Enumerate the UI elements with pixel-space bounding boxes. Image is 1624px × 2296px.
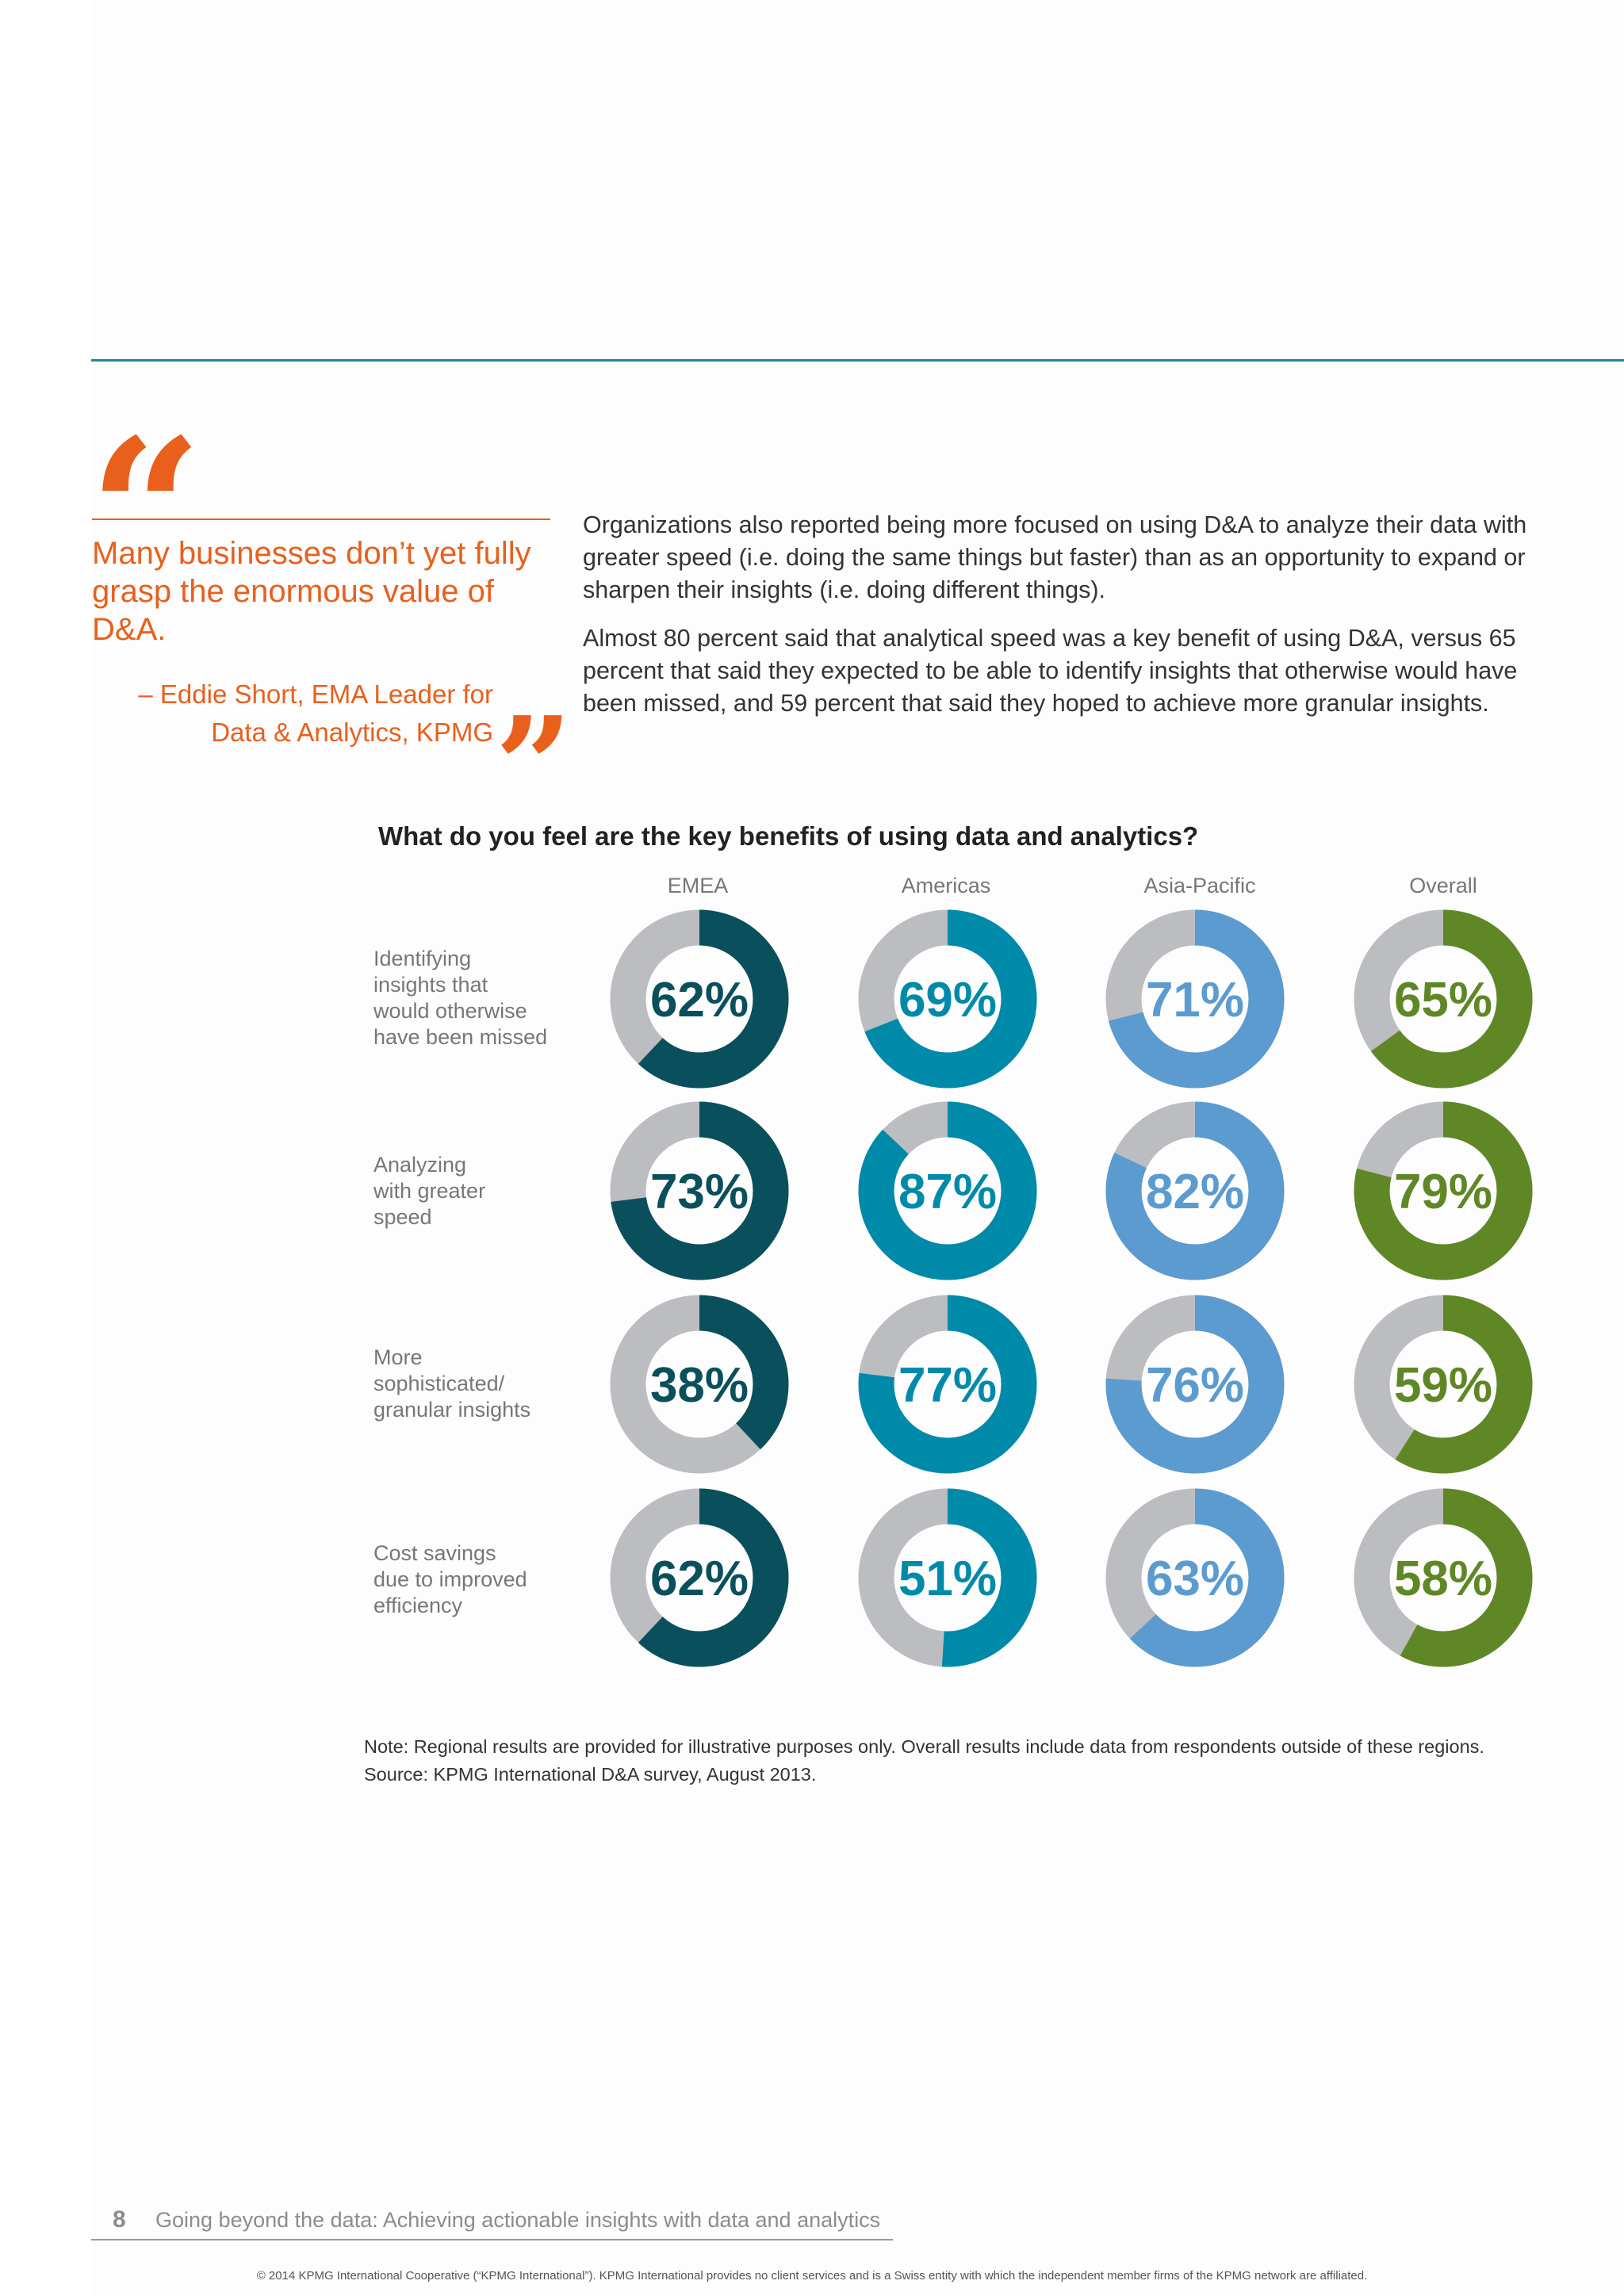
region-header-asia-pacific: Asia-Pacific bbox=[1143, 874, 1256, 897]
donut-value-label: 76% bbox=[1146, 1358, 1244, 1413]
paragraph: Almost 80 percent said that analytical s… bbox=[583, 625, 1518, 717]
label-line: Cost savings bbox=[373, 1541, 496, 1565]
label-line: sophisticated/ bbox=[373, 1372, 505, 1395]
donut-emea-row-1: 62% bbox=[610, 909, 789, 1089]
donut-value-arc bbox=[1105, 1488, 1285, 1667]
label-line: Identifying bbox=[373, 947, 472, 970]
donut-asia-pacific-row-2: 82% bbox=[1105, 1101, 1285, 1280]
pull-quote-text: Many businesses don’t yet fully grasp th… bbox=[92, 536, 531, 647]
quote-rule bbox=[92, 519, 550, 520]
donut-americas-row-3: 77% bbox=[858, 1295, 1037, 1474]
region-header-overall: Overall bbox=[1409, 874, 1477, 897]
paragraph: Organizations also reported being more f… bbox=[583, 511, 1527, 603]
attribution-line: Data & Analytics, KPMG bbox=[211, 718, 493, 747]
donut-asia-pacific-row-4: 63% bbox=[1105, 1488, 1285, 1667]
donut-value-label: 71% bbox=[1146, 973, 1244, 1027]
donut-value-label: 38% bbox=[650, 1358, 749, 1413]
donut-value-label: 65% bbox=[1394, 973, 1492, 1027]
chart-title: What do you feel are the key benefits of… bbox=[378, 821, 1199, 851]
donut-value-arc bbox=[610, 1101, 789, 1280]
chart-note: Note: Regional results are provided for … bbox=[364, 1736, 1484, 1757]
chart-source: Source: KPMG International D&A survey, A… bbox=[364, 1764, 817, 1785]
donut-overall-row-2: 79% bbox=[1354, 1101, 1533, 1280]
open-quote-icon: “ bbox=[89, 395, 203, 628]
donut-americas-row-4: 51% bbox=[858, 1488, 1037, 1667]
donut-value-label: 69% bbox=[898, 973, 997, 1027]
donut-value-arc bbox=[610, 1488, 789, 1667]
donut-value-arc bbox=[610, 909, 789, 1089]
donut-value-label: 79% bbox=[1394, 1165, 1492, 1219]
donut-value-arc bbox=[1105, 1101, 1285, 1280]
pull-quote-attribution: – Eddie Short, EMA Leader for Data & Ana… bbox=[92, 675, 493, 752]
row-label-granular: More sophisticated/ granular insights bbox=[373, 1345, 588, 1423]
donut-americas-row-2: 87% bbox=[858, 1101, 1037, 1280]
donut-value-label: 73% bbox=[650, 1165, 749, 1219]
donut-emea-row-4: 62% bbox=[610, 1488, 789, 1667]
close-quote-icon: ” bbox=[495, 687, 573, 846]
donut-value-arc bbox=[858, 1101, 1037, 1280]
donut-value-label: 82% bbox=[1146, 1165, 1244, 1219]
header-rule bbox=[91, 359, 1624, 362]
row-label-cost: Cost savings due to improved efficiency bbox=[373, 1540, 588, 1619]
body-copy: Organizations also reported being more f… bbox=[583, 509, 1550, 736]
row-label-insights: Identifying insights that would otherwis… bbox=[373, 946, 588, 1050]
donut-americas-row-1: 69% bbox=[858, 909, 1037, 1089]
donut-asia-pacific-row-3: 76% bbox=[1105, 1295, 1285, 1474]
donut-value-arc bbox=[858, 1488, 1037, 1667]
label-line: with greater bbox=[373, 1179, 486, 1203]
donut-overall-row-3: 59% bbox=[1354, 1295, 1533, 1474]
page-number: 8 bbox=[113, 2206, 126, 2233]
donut-value-arc bbox=[1354, 909, 1533, 1089]
label-line: speed bbox=[373, 1205, 432, 1229]
footer-rule bbox=[91, 2239, 893, 2241]
region-header-emea: EMEA bbox=[667, 874, 729, 897]
donut-value-label: 77% bbox=[898, 1358, 997, 1413]
page-margin bbox=[0, 0, 91, 2296]
donut-value-label: 62% bbox=[650, 1552, 749, 1606]
footer-title: Going beyond the data: Achieving actiona… bbox=[155, 2208, 881, 2232]
label-line: insights that bbox=[373, 973, 488, 997]
label-line: due to improved bbox=[373, 1567, 527, 1591]
donut-value-arc bbox=[1354, 1101, 1533, 1280]
footer-copyright: © 2014 KPMG International Cooperative (“… bbox=[256, 2269, 1368, 2283]
donut-value-arc bbox=[610, 1295, 789, 1474]
donut-value-label: 59% bbox=[1394, 1358, 1492, 1413]
donut-overall-row-1: 65% bbox=[1354, 909, 1533, 1089]
region-header-americas: Americas bbox=[901, 874, 991, 897]
label-line: have been missed bbox=[373, 1025, 548, 1049]
label-line: granular insights bbox=[373, 1398, 531, 1422]
donut-emea-row-3: 38% bbox=[610, 1295, 789, 1474]
donut-value-arc bbox=[1354, 1488, 1533, 1667]
label-line: More bbox=[373, 1345, 423, 1369]
donut-asia-pacific-row-1: 71% bbox=[1105, 909, 1285, 1089]
donut-value-arc bbox=[1105, 1295, 1285, 1474]
row-label-speed: Analyzing with greater speed bbox=[373, 1152, 588, 1230]
label-line: efficiency bbox=[373, 1594, 463, 1617]
donut-value-label: 62% bbox=[650, 973, 749, 1027]
label-line: Analyzing bbox=[373, 1153, 467, 1177]
donut-value-arc bbox=[858, 909, 1037, 1089]
chart-notes: Note: Regional results are provided for … bbox=[364, 1733, 1553, 1789]
donut-value-arc bbox=[1105, 909, 1285, 1089]
label-line: would otherwise bbox=[373, 999, 527, 1023]
donut-value-label: 87% bbox=[898, 1165, 997, 1219]
donut-value-label: 51% bbox=[898, 1552, 997, 1606]
donut-value-arc bbox=[858, 1295, 1037, 1474]
attribution-line: – Eddie Short, EMA Leader for bbox=[138, 679, 493, 709]
donut-emea-row-2: 73% bbox=[610, 1101, 789, 1280]
donut-value-label: 63% bbox=[1146, 1552, 1244, 1606]
donut-overall-row-4: 58% bbox=[1354, 1488, 1533, 1667]
donut-value-arc bbox=[1354, 1295, 1533, 1474]
donut-value-label: 58% bbox=[1394, 1552, 1492, 1606]
